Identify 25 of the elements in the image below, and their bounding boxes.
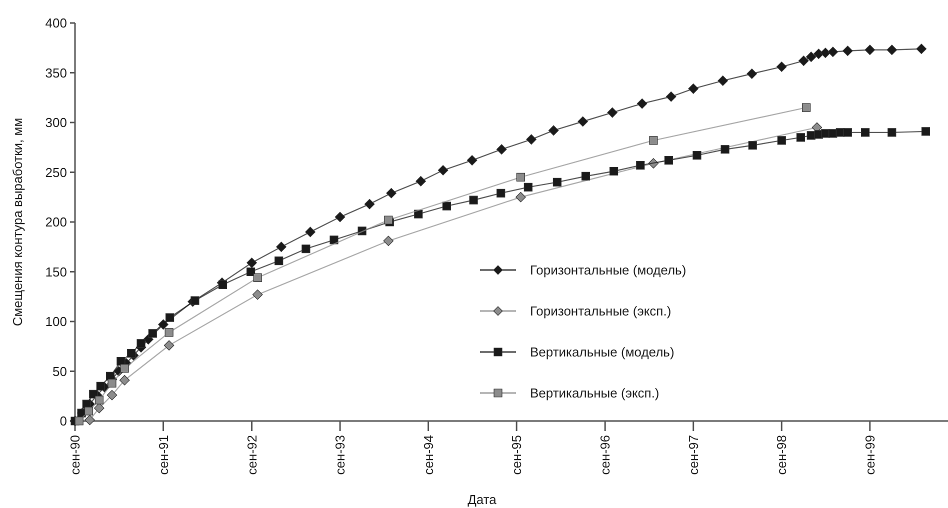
y-tick-label: 350 xyxy=(45,65,67,80)
x-tick-label: сен-90 xyxy=(68,435,83,475)
y-tick-label: 300 xyxy=(45,115,67,130)
x-tick-label: сен-94 xyxy=(420,435,436,475)
x-tick-label: сен-96 xyxy=(598,435,613,475)
y-tick-label: 50 xyxy=(52,364,67,379)
y-tick-label: 150 xyxy=(45,264,67,280)
x-tick-label: сен-98 xyxy=(774,435,790,475)
y-tick-label: 250 xyxy=(45,164,67,180)
x-tick-label: сен-93 xyxy=(332,435,348,475)
x-tick-label: сен-95 xyxy=(509,435,524,475)
x-tick-label: сен-97 xyxy=(686,435,701,475)
y-axis-title: Смещения контура выработки, мм xyxy=(10,118,25,326)
legend-label: Горизонтальные (эксп.) xyxy=(530,304,672,319)
y-tick-label: 0 xyxy=(60,414,67,429)
y-tick-label: 100 xyxy=(45,314,67,330)
legend-label: Вертикальные (эксп.) xyxy=(530,386,660,401)
legend-label: Вертикальные (модель) xyxy=(530,344,674,360)
y-tick-label: 200 xyxy=(45,214,67,230)
legend-label: Горизонтальные (модель) xyxy=(530,262,686,278)
x-tick-label: сен-91 xyxy=(156,435,171,475)
x-tick-label: сен-92 xyxy=(244,435,260,475)
x-tick-label: сен-99 xyxy=(862,435,878,475)
x-axis-title: Дата xyxy=(468,492,498,507)
y-tick-label: 400 xyxy=(45,16,67,31)
